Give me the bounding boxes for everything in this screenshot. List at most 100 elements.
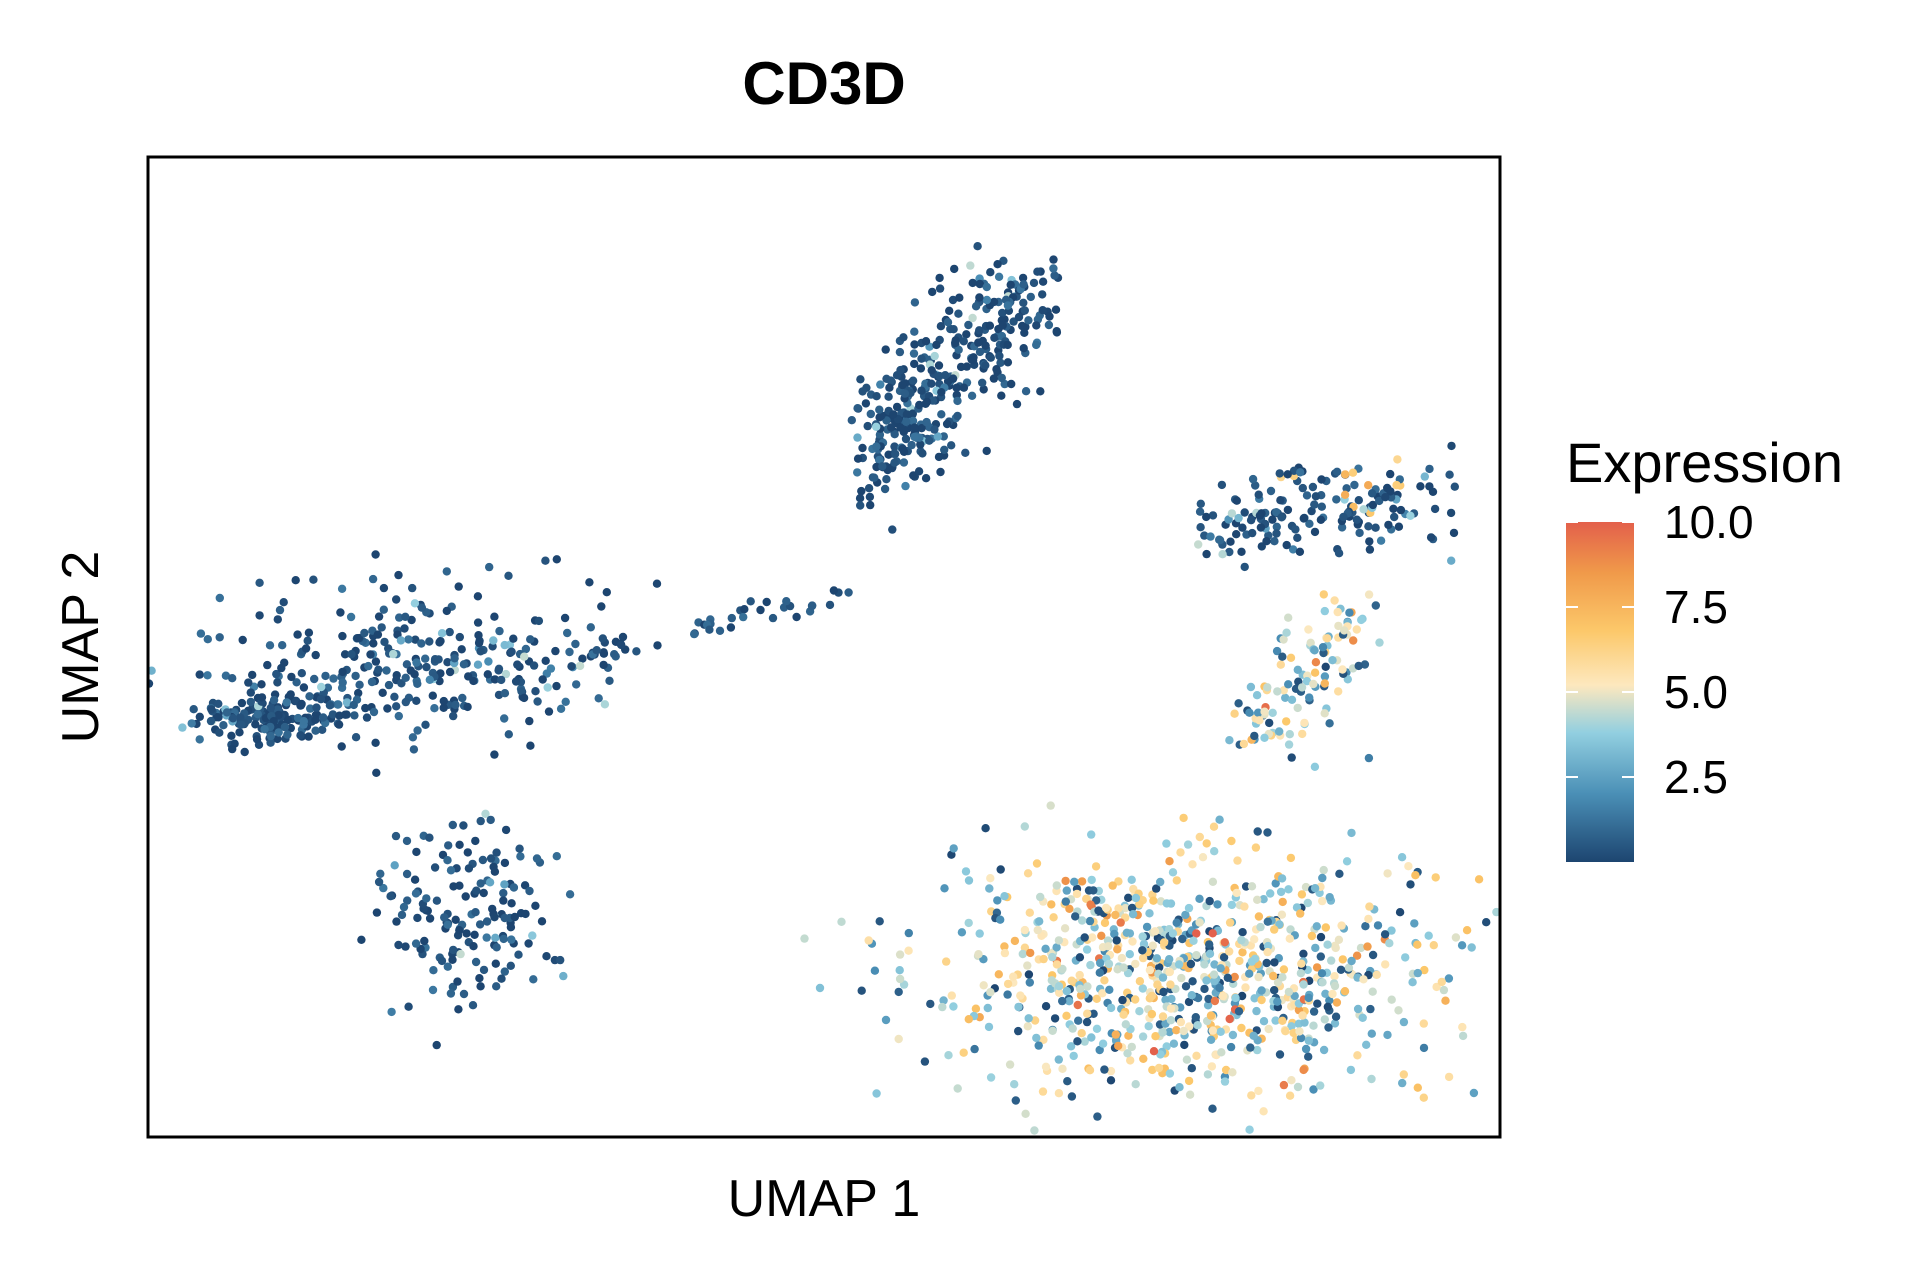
- data-point: [1158, 1012, 1168, 1021]
- data-point: [215, 728, 224, 737]
- data-point: [471, 908, 480, 917]
- data-point: [1298, 1011, 1307, 1020]
- data-point: [1241, 983, 1250, 992]
- data-point: [529, 661, 539, 670]
- data-point: [884, 450, 893, 459]
- data-point: [240, 747, 249, 757]
- data-point: [374, 612, 384, 621]
- data-point: [1183, 840, 1193, 849]
- data-point: [1177, 973, 1186, 983]
- data-point: [899, 458, 909, 467]
- data-point: [1270, 986, 1279, 995]
- data-point: [896, 365, 905, 375]
- data-point: [504, 571, 513, 580]
- data-point: [997, 373, 1006, 383]
- data-point: [1009, 972, 1018, 981]
- data-point: [1194, 540, 1203, 549]
- data-point: [864, 484, 874, 493]
- data-point: [1286, 653, 1296, 662]
- data-point: [422, 662, 431, 672]
- data-point: [872, 422, 881, 431]
- data-point: [391, 831, 401, 841]
- data-point: [1151, 1032, 1160, 1041]
- data-point: [195, 735, 204, 744]
- data-point: [374, 877, 384, 887]
- data-point: [526, 635, 535, 644]
- data-point: [519, 693, 529, 703]
- data-point: [1299, 1065, 1308, 1075]
- data-point: [910, 340, 919, 349]
- data-point: [328, 710, 338, 719]
- data-point: [994, 272, 1004, 281]
- data-point: [1047, 976, 1057, 985]
- data-point: [520, 652, 529, 661]
- data-point: [895, 950, 905, 959]
- data-point: [1293, 533, 1302, 542]
- data-point: [1192, 1051, 1201, 1061]
- data-point: [947, 441, 956, 450]
- data-point: [782, 597, 791, 606]
- data-point: [401, 673, 410, 682]
- data-point: [939, 432, 948, 441]
- data-point: [1373, 921, 1383, 930]
- data-point: [1334, 687, 1343, 696]
- data-point: [910, 423, 919, 432]
- data-point: [1430, 504, 1440, 514]
- data-point: [394, 570, 403, 580]
- data-point: [389, 649, 398, 659]
- data-point: [610, 650, 619, 659]
- data-point: [1251, 481, 1260, 490]
- data-point: [1019, 280, 1028, 289]
- data-point: [1181, 982, 1191, 991]
- data-point: [917, 354, 926, 363]
- data-point: [500, 913, 509, 923]
- data-point: [1344, 963, 1354, 972]
- data-point: [148, 666, 156, 675]
- data-point: [1277, 513, 1286, 522]
- data-point: [1227, 509, 1237, 518]
- data-point: [1305, 693, 1314, 702]
- data-point: [372, 768, 381, 777]
- data-point: [195, 712, 204, 721]
- data-point: [392, 595, 401, 604]
- data-point: [1413, 1083, 1423, 1092]
- data-point: [1263, 828, 1272, 837]
- data-point: [1000, 892, 1009, 901]
- data-point: [1352, 625, 1362, 634]
- data-point: [1259, 895, 1268, 904]
- data-point: [1316, 1081, 1325, 1090]
- data-point: [490, 675, 500, 684]
- data-point: [895, 347, 905, 357]
- data-point: [1010, 936, 1020, 946]
- data-point: [1147, 1009, 1157, 1019]
- data-point: [1165, 857, 1174, 866]
- data-point: [865, 492, 875, 502]
- data-point: [1279, 1080, 1289, 1090]
- data-point: [495, 626, 504, 636]
- data-point: [1273, 997, 1282, 1006]
- data-point: [959, 383, 969, 392]
- data-point: [1226, 1042, 1236, 1052]
- data-point: [1355, 528, 1364, 538]
- data-point: [1172, 876, 1182, 885]
- data-point: [1217, 1048, 1226, 1057]
- data-point: [1127, 903, 1137, 913]
- data-point: [1492, 907, 1500, 917]
- data-point: [1104, 942, 1113, 951]
- data-point: [890, 430, 899, 439]
- data-point: [1365, 537, 1374, 546]
- data-point: [915, 400, 924, 410]
- data-point: [472, 886, 481, 895]
- data-point: [1296, 468, 1305, 477]
- data-point: [870, 473, 879, 482]
- data-point: [943, 318, 953, 327]
- data-point: [855, 494, 865, 503]
- data-point: [895, 966, 904, 975]
- data-point: [507, 935, 516, 944]
- data-point: [1020, 328, 1029, 337]
- data-point: [967, 391, 977, 400]
- data-point: [986, 353, 995, 362]
- data-point: [1278, 1016, 1287, 1025]
- data-point: [1041, 944, 1050, 953]
- data-point: [1095, 1045, 1104, 1055]
